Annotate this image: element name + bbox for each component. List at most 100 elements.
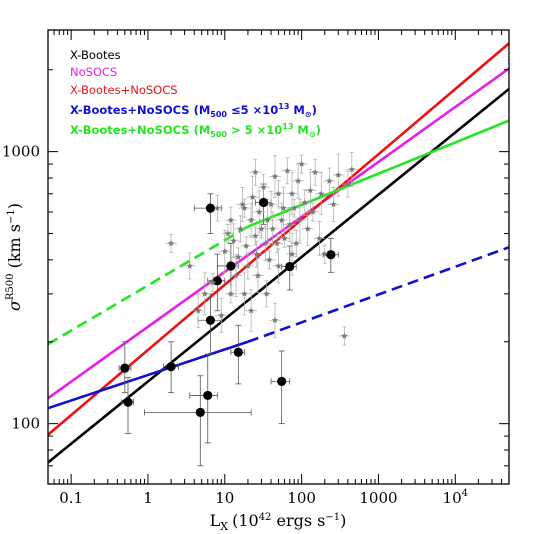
- nosocs-point: [330, 201, 337, 208]
- y-axis-title: σR500 (km s−1): [5, 203, 24, 311]
- nosocs-point: [335, 171, 342, 178]
- x-tick-label: 10: [215, 489, 234, 507]
- tick-labels: 0.1 1 10 100 1000 104 100 1000: [2, 143, 468, 507]
- nosocs-point: [298, 160, 305, 167]
- nosocs-point: [280, 204, 287, 211]
- y-axis-title-main: σ: [5, 299, 24, 311]
- xbootes-point: [123, 397, 133, 407]
- x-tick-label: 0.1: [59, 489, 83, 507]
- nosocs-point: [275, 262, 282, 269]
- y-axis-title-units: (km s: [5, 224, 24, 274]
- nosocs-point: [241, 204, 248, 211]
- legend-entry: X-Bootes+NoSOCS (M500 ≤5 ×1013 M⊙): [70, 102, 317, 119]
- x-axis-title: LX (1042 ergs s−1): [210, 511, 347, 533]
- nosocs-point: [221, 247, 228, 255]
- nosocs-point: [263, 290, 270, 297]
- nosocs-point: [218, 312, 225, 319]
- x-tick-label: 1000: [359, 489, 397, 507]
- y-axis-title-sup: R500: [5, 273, 16, 300]
- nosocs-point: [241, 290, 248, 297]
- fit-line-3: [47, 340, 249, 410]
- nosocs-point: [286, 221, 293, 228]
- nosocs-point: [275, 190, 282, 197]
- nosocs-point: [264, 216, 271, 223]
- nosocs-point: [230, 237, 237, 244]
- fit-line-6: [247, 119, 510, 228]
- nosocs-point: [252, 232, 259, 239]
- y-tick-label: 100: [11, 415, 40, 433]
- nosocs-point: [254, 272, 262, 279]
- xbootes-point: [212, 276, 222, 286]
- nosocs-point: [288, 190, 296, 197]
- nosocs-point: [244, 262, 252, 269]
- legend-entry: X-Bootes+NoSOCS (M500 > 5 ×1013 M⊙): [70, 122, 321, 139]
- nosocs-point: [284, 167, 291, 174]
- x-axis-title-units-tail: ergs s: [271, 511, 325, 530]
- legend-entry: X-Bootes+NoSOCS: [70, 83, 178, 97]
- x-axis-title-main: L: [210, 511, 221, 530]
- nosocs-point: [237, 225, 244, 232]
- nosocs-point: [201, 290, 209, 297]
- xbootes-point: [277, 376, 287, 386]
- nosocs-point: [273, 240, 281, 247]
- nosocs-point: [247, 307, 255, 314]
- xbootes-point: [166, 362, 176, 372]
- nosocs-point: [224, 230, 232, 237]
- xbootes-point: [226, 261, 236, 271]
- x-tick-label: 104: [443, 488, 468, 507]
- xbootes-point: [120, 363, 130, 373]
- x-tick-label: 1: [143, 489, 153, 507]
- nosocs-point: [290, 204, 298, 211]
- nosocs-point: [294, 177, 302, 184]
- legend-entry: X-Bootes: [70, 48, 121, 62]
- xbootes-point: [195, 407, 205, 417]
- nosocs-point: [341, 332, 348, 339]
- x-axis-title-close: ): [340, 511, 346, 530]
- nosocs-point: [281, 234, 288, 242]
- x-axis-title-sub: X: [220, 520, 228, 533]
- nosocs-point: [227, 290, 235, 297]
- nosocs-point: [260, 183, 267, 190]
- nosocs-point: [311, 168, 319, 175]
- fit-line-5: [47, 225, 249, 346]
- nosocs-point: [194, 307, 202, 314]
- nosocs-point: [271, 173, 279, 180]
- nosocs-point: [278, 216, 285, 223]
- nosocs-point: [307, 187, 314, 194]
- nosocs-point: [321, 250, 328, 257]
- nosocs-point: [269, 225, 276, 232]
- nosocs-point: [258, 225, 265, 232]
- y-axis-title-close: ): [5, 203, 24, 209]
- y-axis-title-units-exp: −1: [6, 209, 17, 224]
- x-axis-title-units: (10: [232, 511, 259, 530]
- data-points: [120, 160, 356, 417]
- x-axis-title-units-exp2: −1: [325, 512, 340, 523]
- nosocs-point: [318, 190, 325, 197]
- nosocs-point: [304, 225, 311, 232]
- x-axis-title-units-exp: 42: [259, 512, 272, 523]
- nosocs-point: [249, 193, 256, 200]
- nosocs-point: [344, 180, 352, 187]
- nosocs-point: [247, 216, 255, 223]
- nosocs-point: [209, 279, 217, 286]
- xbootes-point: [259, 197, 269, 208]
- nosocs-point: [252, 168, 259, 175]
- nosocs-point: [309, 208, 317, 215]
- nosocs-point: [262, 240, 269, 247]
- nosocs-point: [243, 242, 250, 249]
- nosocs-point: [348, 166, 356, 173]
- nosocs-point: [267, 201, 275, 208]
- xbootes-point: [233, 347, 243, 357]
- plot-frame: [47, 29, 510, 485]
- nosocs-point: [214, 204, 221, 211]
- nosocs-point: [326, 177, 333, 184]
- nosocs-point: [301, 199, 308, 206]
- fit-line-4: [247, 246, 510, 343]
- legend: X-Bootes NoSOCS X-Bootes+NoSOCS X-Bootes+No…: [70, 48, 321, 139]
- xbootes-point: [326, 250, 336, 260]
- y-tick-label: 1000: [2, 143, 40, 161]
- nosocs-point: [235, 253, 242, 260]
- xbootes-point: [203, 390, 213, 401]
